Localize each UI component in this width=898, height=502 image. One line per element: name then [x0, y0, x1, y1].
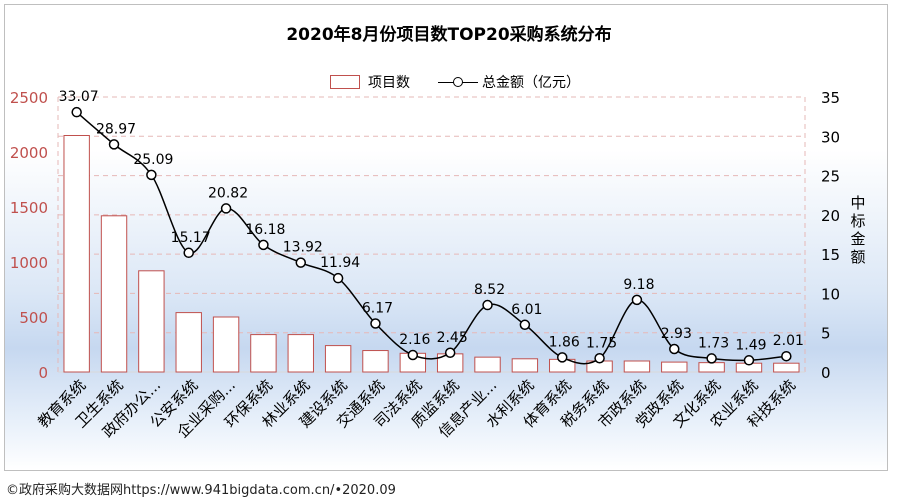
bar: [287, 334, 314, 373]
bar: [212, 316, 240, 373]
legend: 项目数 总金额（亿元）: [330, 72, 608, 92]
y-right-axis-label-char: 中: [850, 194, 865, 212]
bar: [250, 334, 277, 373]
data-label: 6.01: [511, 302, 542, 318]
data-label: 2.16: [399, 332, 430, 348]
amount-point: [482, 299, 493, 311]
bar: [698, 362, 725, 373]
y-right-axis-label-char: 标: [850, 212, 865, 230]
data-label: 15.17: [171, 230, 211, 246]
y-right-tick: 10: [821, 285, 840, 303]
data-label: 1.49: [735, 337, 766, 353]
amount-point: [146, 169, 157, 181]
data-label: 8.52: [474, 282, 505, 298]
y-right-tick: 25: [821, 168, 840, 186]
y-right-tick: 5: [821, 325, 831, 343]
data-label: 2.01: [773, 333, 804, 349]
y-right-tick: 0: [821, 364, 831, 382]
amount-point: [631, 294, 643, 306]
data-label: 1.75: [586, 335, 617, 351]
bar: [773, 362, 800, 373]
bar: [175, 312, 202, 373]
amount-point: [370, 318, 381, 329]
amount-point: [669, 343, 680, 355]
bar: [623, 360, 651, 373]
y-left-tick: 1500: [10, 199, 48, 217]
data-label: 33.07: [59, 89, 99, 105]
amount-point: [519, 319, 531, 331]
data-label: 1.86: [549, 334, 580, 350]
legend-bar-label: 项目数: [368, 75, 410, 91]
amount-point: [556, 352, 568, 363]
y-left-tick: 500: [19, 309, 48, 327]
y-left-tick: 0: [38, 364, 48, 382]
bar: [511, 358, 539, 373]
amount-point: [258, 239, 269, 251]
bar: [63, 135, 90, 373]
y-right-axis-label-char: 金: [850, 230, 865, 248]
bar: [661, 361, 688, 373]
data-label: 2.45: [437, 330, 468, 346]
data-label: 2.93: [661, 326, 692, 342]
amount-point: [706, 353, 717, 364]
bar: [474, 356, 501, 373]
y-left-tick: 2500: [10, 89, 48, 107]
amount-point: [108, 139, 120, 150]
legend-item-bar: 项目数: [330, 72, 410, 92]
data-label: 28.97: [96, 121, 136, 137]
legend-bar-swatch: [330, 75, 360, 89]
amount-point: [332, 272, 344, 284]
amount-point: [295, 257, 307, 268]
amount-point: [407, 349, 419, 361]
y-left-tick: 2000: [10, 144, 48, 162]
bar: [362, 350, 389, 373]
amount-point: [183, 247, 194, 259]
y-right-tick: 30: [821, 128, 840, 146]
y-left-tick: 1000: [10, 254, 48, 272]
bar: [138, 270, 165, 373]
y-right-tick: 35: [821, 89, 840, 107]
amount-point: [220, 203, 232, 214]
y-right-axis-label-char: 额: [850, 248, 865, 266]
data-label: 11.94: [320, 255, 360, 271]
amount-point: [743, 355, 755, 366]
data-label: 20.82: [208, 185, 248, 201]
bar: [324, 345, 352, 373]
data-label: 1.73: [698, 335, 729, 351]
data-label: 6.17: [362, 301, 393, 317]
y-right-tick: 20: [821, 207, 840, 225]
amount-point: [781, 350, 792, 362]
bar: [100, 215, 128, 373]
y-right-tick: 15: [821, 246, 840, 264]
legend-item-line: 总金额（亿元）: [438, 72, 580, 92]
legend-line-swatch: [438, 76, 478, 88]
chart-title: 2020年8月份项目数TOP20采购系统分布: [286, 25, 612, 45]
data-label: 13.92: [283, 240, 323, 256]
chart-frame: [4, 4, 888, 471]
amount-point: [71, 106, 82, 118]
data-label: 9.18: [623, 277, 654, 293]
legend-line-label: 总金额（亿元）: [482, 75, 580, 91]
amount-point: [594, 353, 605, 364]
data-label: 16.18: [245, 222, 285, 238]
footer-source: ©政府采购大数据网https://www.941bigdata.com.cn/•…: [6, 483, 396, 498]
amount-point: [444, 347, 456, 358]
data-label: 25.09: [133, 152, 173, 168]
